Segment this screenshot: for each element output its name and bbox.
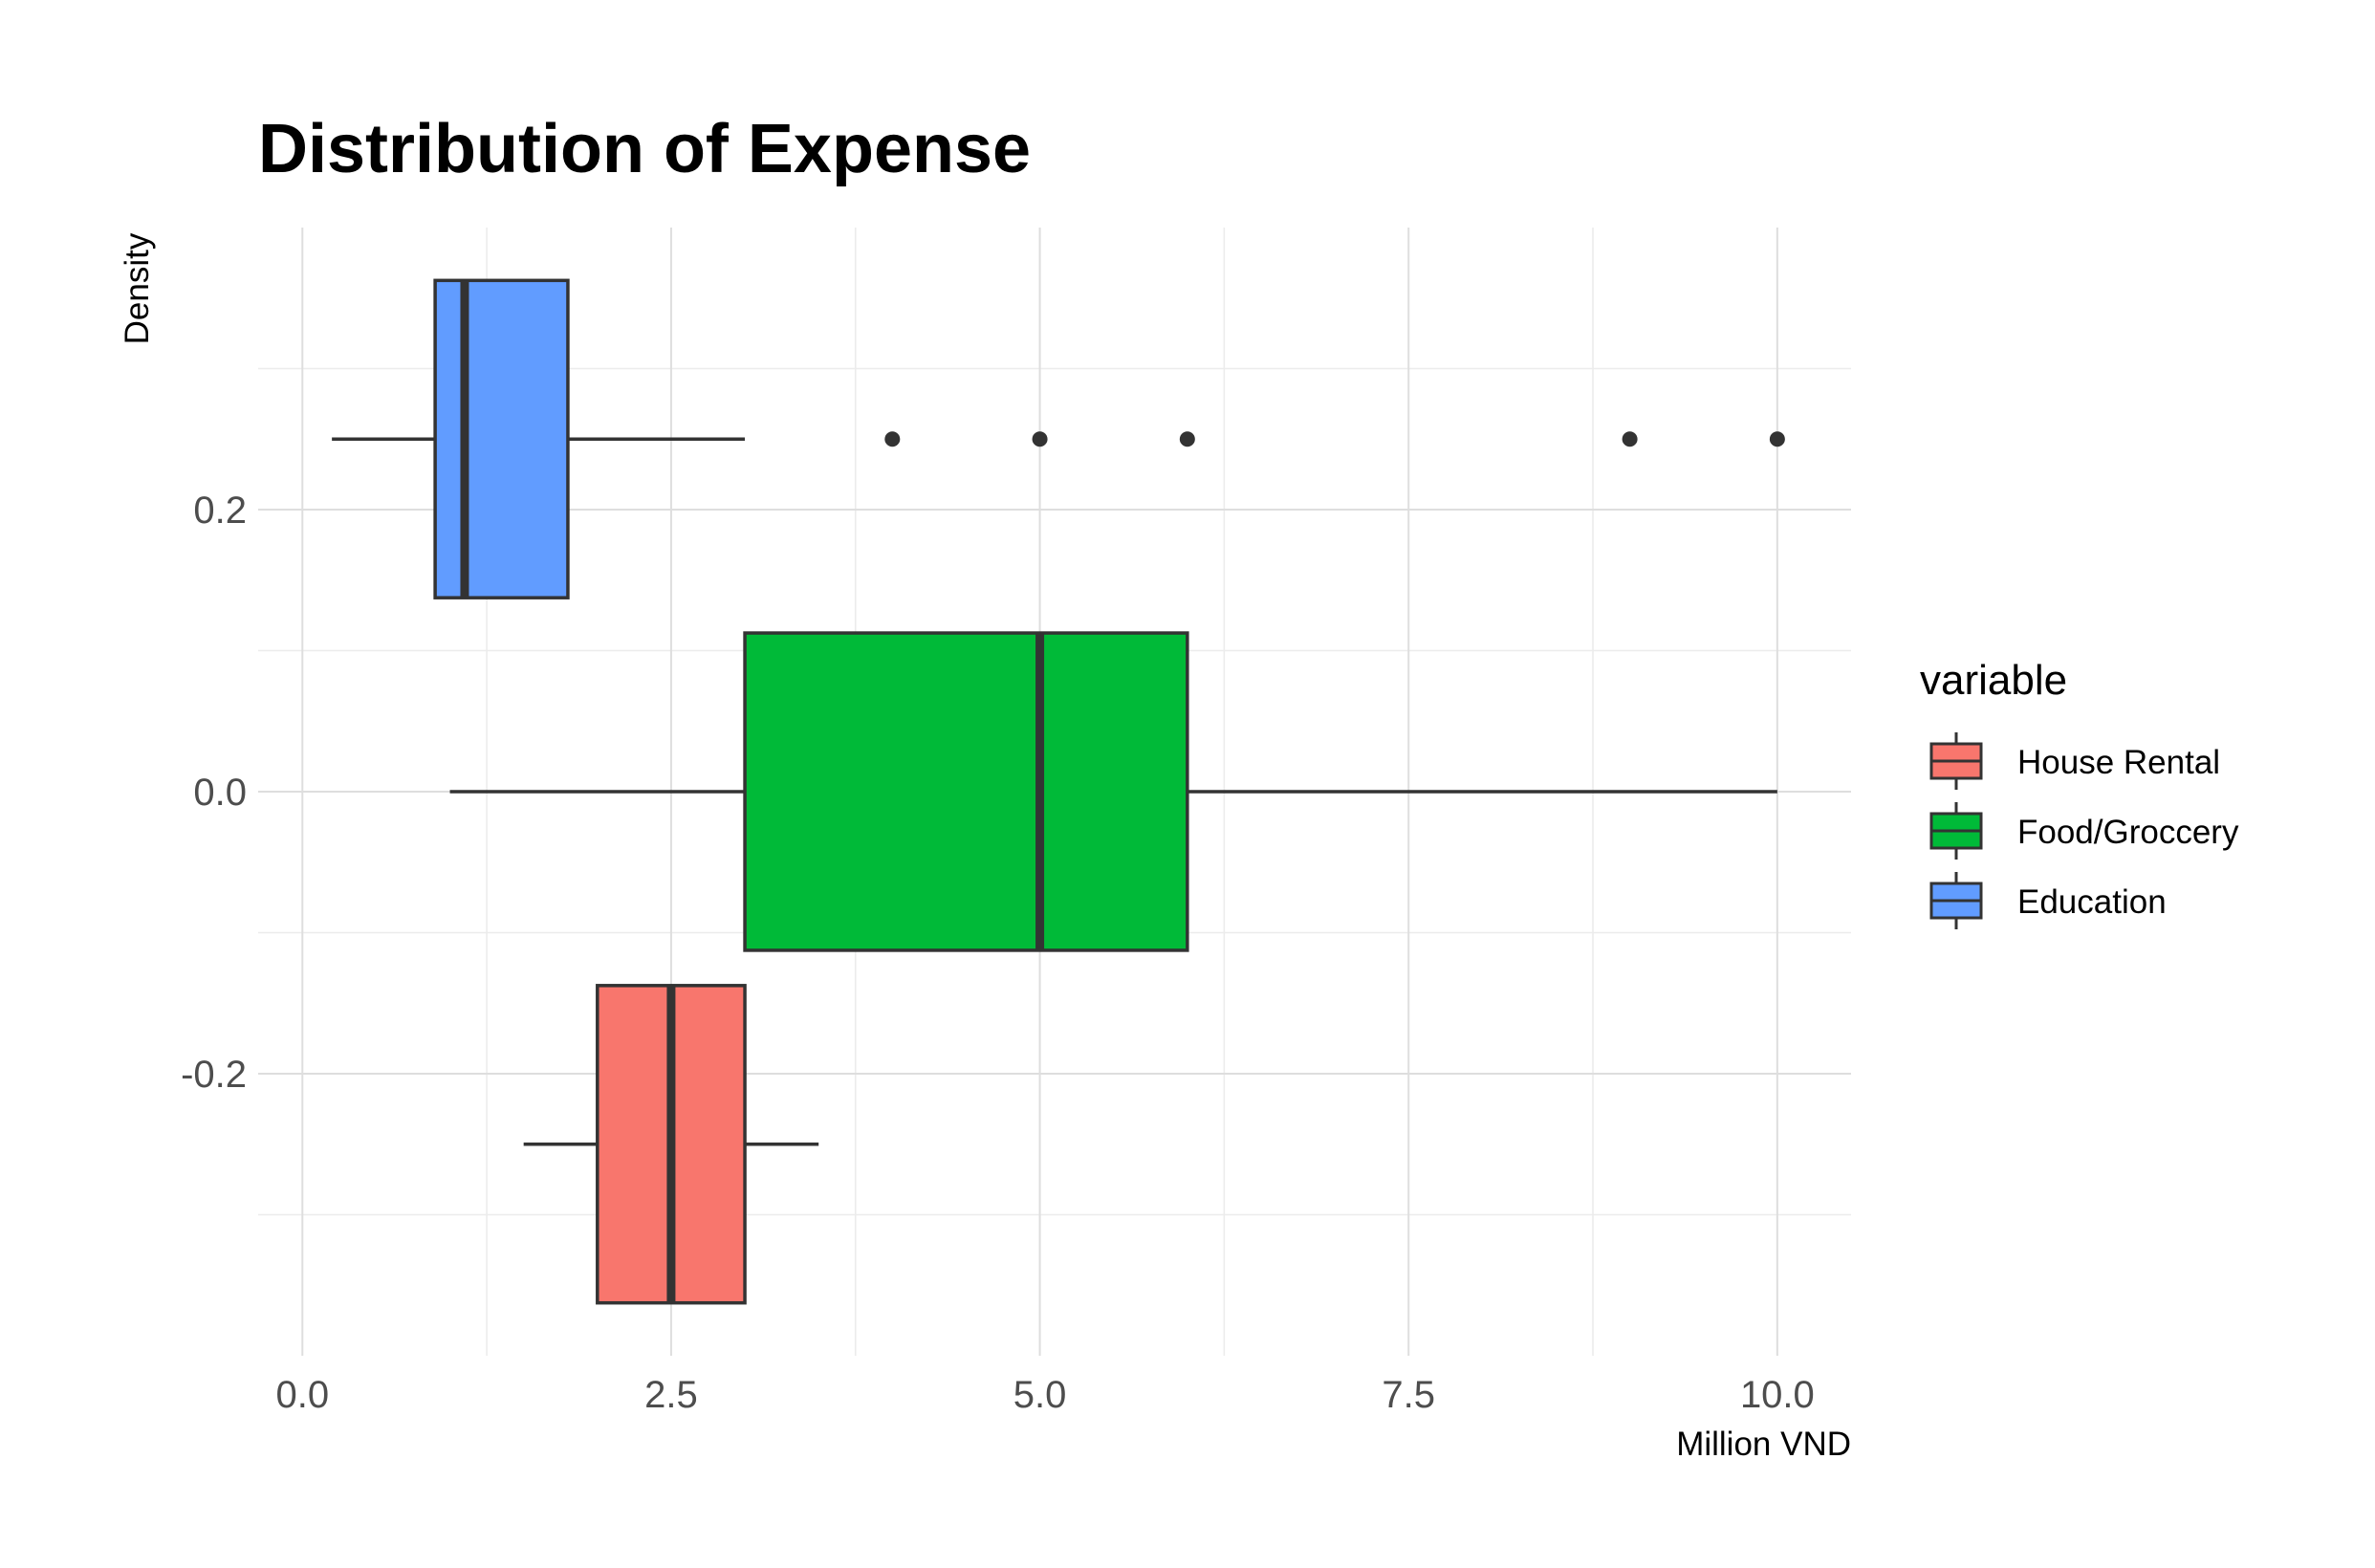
tick-labels: 0.0 2.5 5.0 7.5 10.0 -0.2 0.0 0.2: [181, 490, 1815, 1416]
legend: variable House Rental Food/Groccery Educat…: [1920, 657, 2239, 929]
x-tick-label: 10.0: [1740, 1374, 1815, 1416]
legend-title: variable: [1920, 657, 2067, 704]
outlier-point: [1769, 431, 1785, 447]
x-tick-label: 2.5: [644, 1374, 698, 1416]
y-tick-label: 0.0: [193, 772, 247, 814]
box-iqr: [433, 278, 570, 599]
legend-item-food-groccery: Food/Groccery: [1929, 802, 2239, 860]
box-food-groccery: [449, 631, 1777, 952]
x-tick-label: 5.0: [1013, 1374, 1067, 1416]
box-iqr: [743, 631, 1189, 952]
x-tick-label: 7.5: [1382, 1374, 1435, 1416]
box-house-rental: [523, 984, 819, 1305]
boxes: [332, 278, 1785, 1305]
outlier-point: [1032, 431, 1048, 447]
y-tick-label: 0.2: [193, 490, 247, 532]
outlier-point: [1179, 431, 1195, 447]
legend-label: House Rental: [2017, 744, 2220, 781]
chart-title: Distribution of Expense: [258, 111, 1031, 187]
x-axis-title: Million VND: [1676, 1426, 1851, 1463]
box-education: [332, 278, 1785, 599]
y-tick-label: -0.2: [181, 1054, 247, 1096]
legend-item-house-rental: House Rental: [1929, 732, 2220, 790]
y-axis-title: Density: [119, 232, 156, 344]
outlier-point: [884, 431, 901, 447]
legend-item-education: Education: [1929, 872, 2167, 929]
legend-label: Food/Groccery: [2017, 814, 2239, 851]
legend-label: Education: [2017, 883, 2167, 921]
outlier-point: [1622, 431, 1638, 447]
x-tick-label: 0.0: [275, 1374, 329, 1416]
